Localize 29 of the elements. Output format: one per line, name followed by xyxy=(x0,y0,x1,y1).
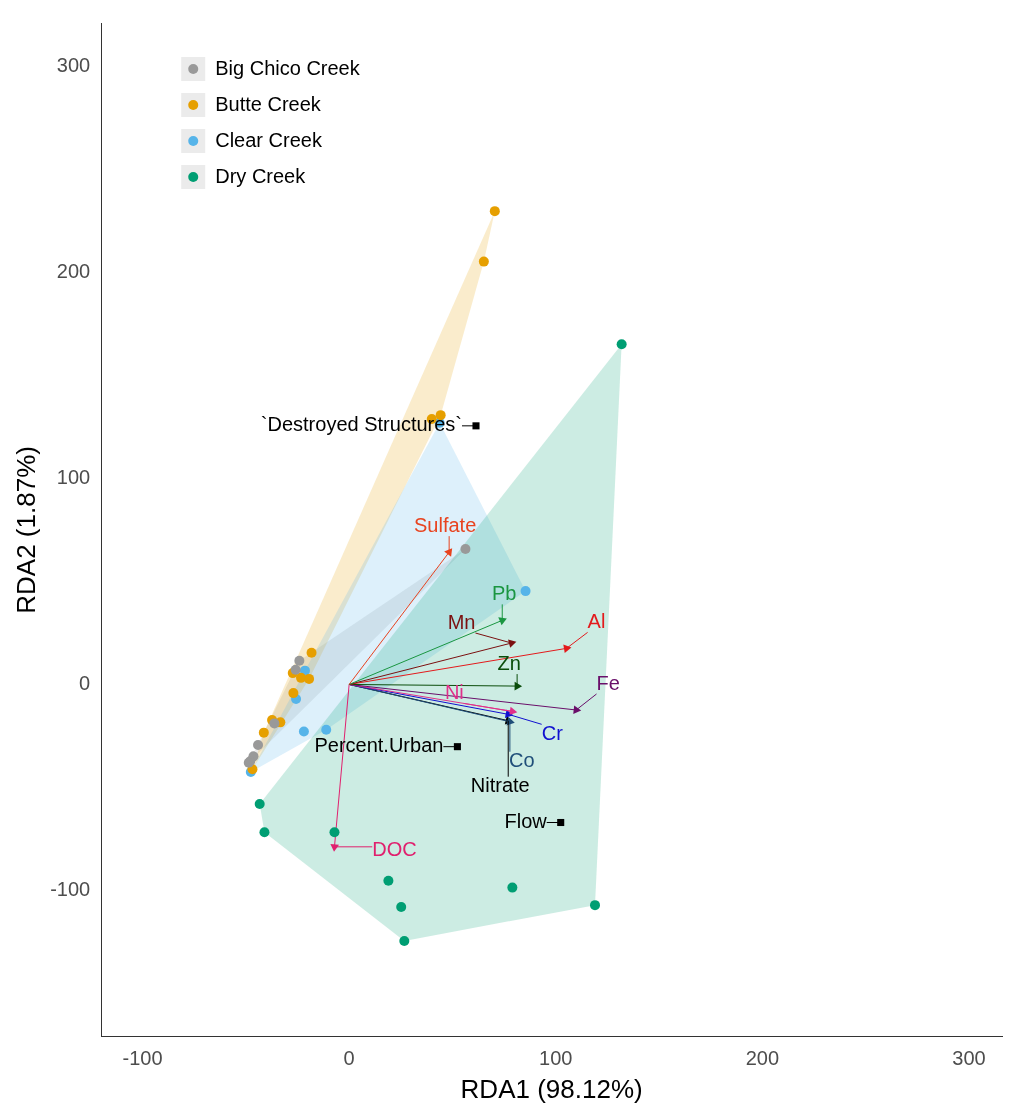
series-label: Zn xyxy=(497,651,521,674)
x-tick-label: 0 xyxy=(343,1047,355,1070)
legend-label: DOC xyxy=(372,838,417,861)
x-axis-title: RDA1 (98.12%) xyxy=(460,1073,643,1104)
series-label: Co xyxy=(509,749,535,772)
legend-label: Clear Creek xyxy=(215,128,323,151)
series-label: Pb xyxy=(492,581,517,604)
y-tick-label: 300 xyxy=(56,53,91,76)
legend-label: Big Chico Creek xyxy=(215,56,361,79)
x-tick-label: -100 xyxy=(122,1047,163,1070)
text: Nitrate xyxy=(470,774,530,797)
y-axis-title: RDA2 (1.87%) xyxy=(10,446,41,614)
legend-label: Dry Creek xyxy=(215,164,307,187)
legend-label: Butte Creek xyxy=(215,92,322,115)
series-label: Al xyxy=(587,609,606,632)
series-label: Mn xyxy=(447,610,476,633)
series-label: Sulfate xyxy=(414,513,477,536)
y-tick-label: -100 xyxy=(50,878,91,901)
annotation: `Destroyed Structures` xyxy=(260,413,462,436)
y-tick-label: 0 xyxy=(79,671,91,694)
annotation: Flow xyxy=(504,810,548,833)
x-tick-label: 200 xyxy=(745,1047,780,1070)
series-label: Fe xyxy=(596,671,620,694)
legend-label: Cr xyxy=(541,721,564,744)
x-tick-label: 300 xyxy=(952,1047,986,1070)
y-tick-label: 100 xyxy=(56,465,91,488)
x-tick-label: 100 xyxy=(539,1047,573,1070)
annotation: Percent.Urban xyxy=(314,734,444,757)
y-tick-label: 200 xyxy=(56,259,91,282)
